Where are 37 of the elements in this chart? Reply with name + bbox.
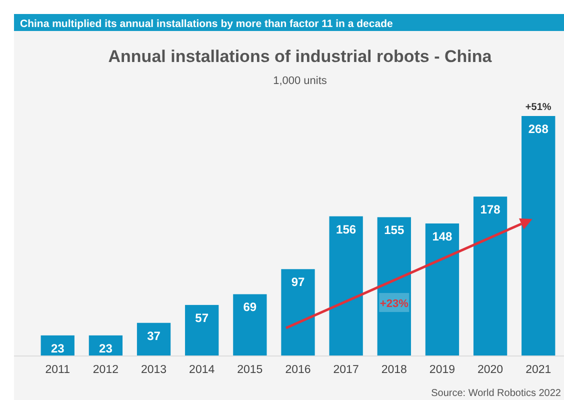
annotation: +51%: [525, 102, 552, 113]
x-tick-label: 2019: [429, 364, 456, 376]
x-tick-label: 2021: [526, 364, 552, 376]
bar: [522, 116, 556, 356]
source-note: Source: World Robotics 2022: [431, 388, 562, 399]
data-label: 155: [384, 223, 404, 238]
x-tick-label: 2011: [45, 364, 70, 376]
data-label: 23: [99, 341, 113, 356]
x-tick-label: 2017: [333, 364, 359, 376]
x-tick-label: 2018: [381, 364, 407, 376]
text: China multiplied its annual installations by more than factor 11 in a decade: [20, 18, 393, 30]
data-label: 23: [50, 341, 65, 356]
bar: [329, 216, 363, 356]
data-label: 37: [147, 328, 161, 343]
data-label: 97: [291, 275, 305, 290]
data-label: 268: [528, 122, 549, 136]
data-label: 156: [336, 222, 356, 236]
bar: [473, 196, 508, 356]
x-tick-label: 2013: [140, 364, 167, 376]
data-label: 57: [195, 310, 209, 325]
x-tick-label: 2020: [477, 364, 504, 376]
bar: [281, 269, 315, 356]
data-label: 69: [243, 300, 257, 314]
data-label: 178: [480, 202, 501, 217]
data-label: 148: [432, 229, 453, 244]
bar: [136, 322, 171, 356]
x-tick-label: 2012: [92, 364, 119, 376]
bar: [425, 223, 460, 356]
x-tick-label: 2014: [189, 364, 216, 376]
chart-title: Annual installations of industrial robots - China: [108, 47, 492, 66]
bar: [233, 294, 267, 356]
annotation: +23%: [380, 298, 409, 310]
x-tick-label: 2015: [237, 364, 263, 376]
x-tick-label: 2016: [285, 364, 311, 376]
bar: [377, 217, 411, 356]
chart-subtitle: 1,000 units: [273, 75, 328, 87]
bar: [185, 304, 219, 356]
